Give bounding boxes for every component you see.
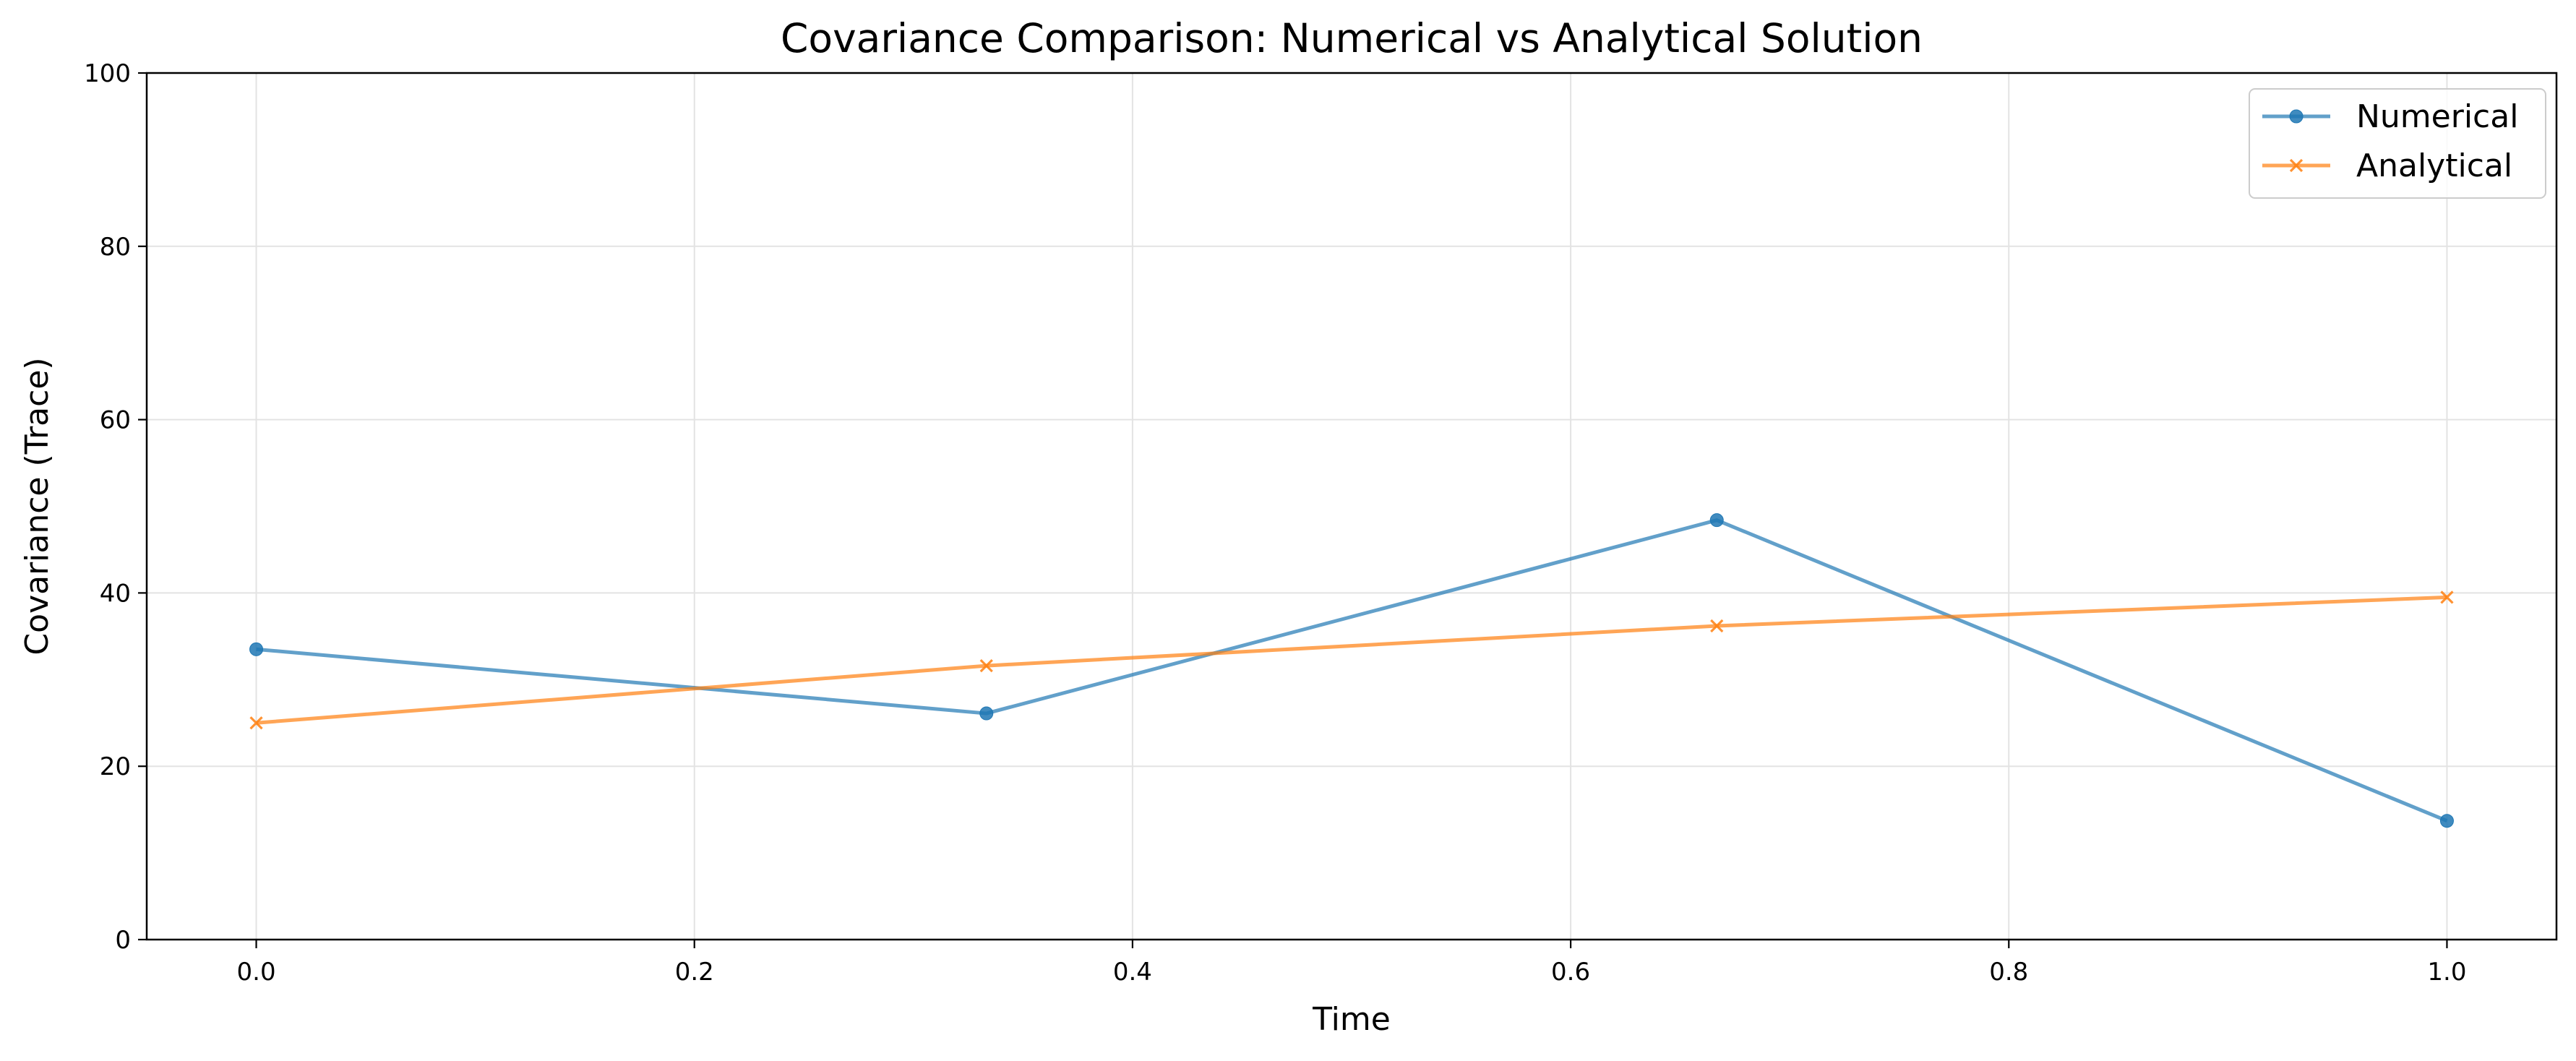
y-tick-label: 100 (84, 59, 131, 88)
x-tick-label: 0.8 (1989, 958, 2028, 987)
x-tick-label: 0.0 (237, 958, 276, 987)
legend-marker-numerical (2289, 109, 2304, 124)
data-point-analytical (1710, 619, 1724, 633)
legend-label-numerical: Numerical (2356, 98, 2518, 135)
grid-lines (147, 73, 2556, 940)
x-tick-label: 0.2 (675, 958, 714, 987)
y-tick-label: 60 (100, 406, 131, 435)
series-analytical (249, 590, 2454, 730)
series-numerical (249, 513, 2454, 828)
x-tick-label: 0.4 (1113, 958, 1152, 987)
series-line-analytical (256, 595, 2447, 725)
series-layer (249, 513, 2454, 828)
data-point-numerical (1709, 513, 1724, 528)
x-tick-label: 1.0 (2427, 958, 2466, 987)
data-point-numerical (979, 706, 994, 721)
y-tick-label: 20 (100, 752, 131, 781)
plot-frame (145, 72, 2558, 941)
chart-title: Covariance Comparison: Numerical vs Anal… (781, 15, 1923, 61)
x-tick-label: 0.6 (1551, 958, 1590, 987)
legend-label-analytical: Analytical (2356, 147, 2512, 184)
data-point-analytical (979, 658, 993, 673)
legend-marker-analytical (2289, 158, 2304, 173)
legend: Numerical Analytical (2249, 88, 2546, 199)
axis-ticks: 0.0 0.2 0.4 0.6 0.8 1.0 0 20 40 60 80 100 (84, 59, 2466, 987)
y-axis-label: Covariance (Trace) (19, 357, 56, 655)
y-tick-label: 80 (100, 233, 131, 262)
data-point-numerical (249, 642, 264, 656)
series-line-numerical (256, 518, 2448, 823)
y-tick-label: 40 (100, 579, 131, 608)
legend-entry-numerical: Numerical (2262, 98, 2518, 135)
y-tick-label: 0 (115, 926, 131, 955)
data-point-analytical (249, 716, 263, 730)
legend-entry-analytical: Analytical (2262, 147, 2512, 184)
x-axis-label: Time (1312, 1001, 1391, 1038)
data-point-analytical (2440, 590, 2454, 604)
data-point-numerical (2439, 814, 2454, 828)
